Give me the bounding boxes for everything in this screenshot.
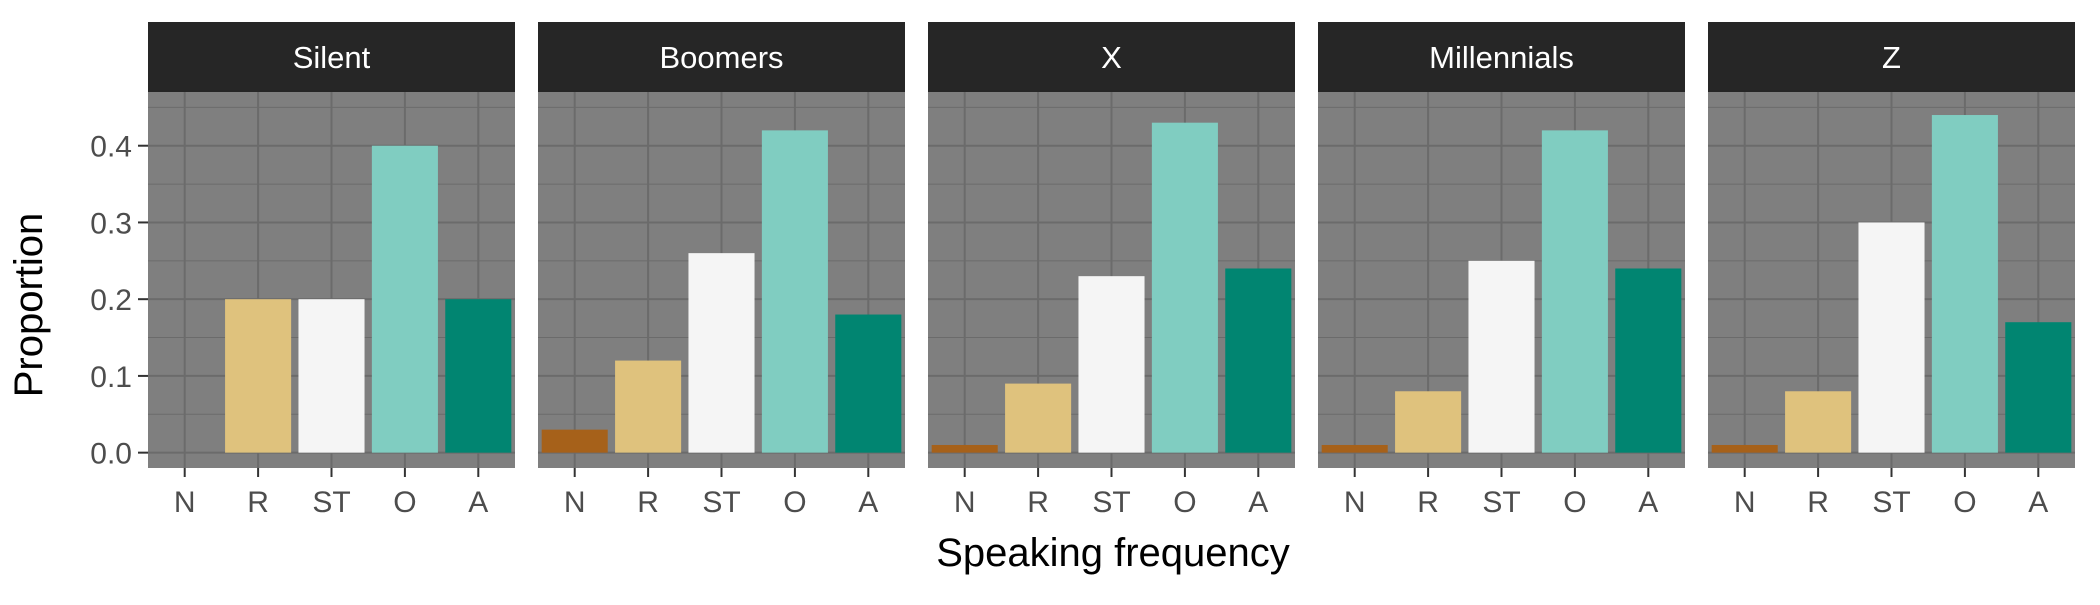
x-tick-label: O (783, 486, 806, 519)
x-tick-label: O (1173, 486, 1196, 519)
x-tick-label: R (637, 486, 659, 519)
bar-st (298, 299, 365, 453)
bar-n (1321, 444, 1388, 453)
facet-strip (1318, 22, 1685, 92)
x-tick-label: ST (1482, 486, 1520, 519)
bar-o (1541, 130, 1608, 453)
x-tick-label: A (1638, 486, 1658, 519)
x-tick-label: N (954, 486, 976, 519)
x-tick-label: O (1563, 486, 1586, 519)
facet-panel-z: Z N R ST O A (1708, 22, 2075, 519)
y-tick-label: 0.1 (90, 361, 132, 394)
bar-n (931, 444, 998, 453)
x-tick-label: N (1734, 486, 1756, 519)
bar-a (835, 314, 902, 453)
x-tick-label: R (1417, 486, 1439, 519)
x-tick-label: ST (702, 486, 740, 519)
bar-r (225, 299, 292, 453)
bar-st (1468, 260, 1535, 453)
x-tick-label: A (1248, 486, 1268, 519)
bar-r (1005, 383, 1072, 453)
y-tick-label: 0.2 (90, 284, 132, 317)
x-axis-title: Speaking frequency (936, 531, 1290, 575)
x-tick-label: A (468, 486, 488, 519)
bar-st (1078, 276, 1145, 453)
x-tick-label: N (564, 486, 586, 519)
bar-st (688, 253, 755, 453)
x-tick-label: O (1953, 486, 1976, 519)
bar-st (1858, 222, 1925, 453)
bar-r (1395, 391, 1462, 453)
facet-strip-label: X (1101, 40, 1122, 75)
y-tick-label: 0.0 (90, 438, 132, 471)
facet-panel-silent: Silent N R ST O A (148, 22, 515, 519)
bar-n (541, 429, 608, 453)
x-tick-label: O (393, 486, 416, 519)
y-axis-title: Proportion (7, 213, 51, 398)
facet-strip (1708, 22, 2075, 92)
facet-strip-label: Boomers (659, 40, 783, 75)
facet-strip-label: Silent (293, 40, 371, 75)
facet-strip (538, 22, 905, 92)
facet-panel-boomers: Boomers N R ST O A (538, 22, 905, 519)
facet-strip-label: Z (1882, 40, 1901, 75)
bar-a (445, 299, 512, 453)
facet-strip (928, 22, 1295, 92)
bar-o (371, 145, 438, 453)
bar-a (2005, 322, 2072, 453)
bar-n (1711, 444, 1778, 453)
y-tick-label: 0.3 (90, 207, 132, 240)
x-tick-label: R (1027, 486, 1049, 519)
y-tick-label: 0.4 (90, 131, 132, 164)
x-tick-label: R (1807, 486, 1829, 519)
bar-r (615, 360, 682, 453)
bar-a (1225, 268, 1292, 453)
bar-a (1615, 268, 1682, 453)
facet-strip (148, 22, 515, 92)
x-tick-label: A (2028, 486, 2048, 519)
bar-o (1931, 115, 1998, 453)
x-tick-label: ST (312, 486, 350, 519)
x-tick-label: ST (1872, 486, 1910, 519)
bar-o (761, 130, 828, 453)
x-tick-label: A (858, 486, 878, 519)
x-tick-label: N (174, 486, 196, 519)
bar-r (1785, 391, 1852, 453)
facet-strip-label: Millennials (1429, 40, 1574, 75)
x-tick-label: N (1344, 486, 1366, 519)
x-tick-label: ST (1092, 486, 1130, 519)
x-tick-label: R (247, 486, 269, 519)
bar-o (1151, 122, 1218, 453)
facet-panel-x: X N R ST O A (928, 22, 1295, 519)
facet-panel-millennials: Millennials N R ST O A (1318, 22, 1685, 519)
